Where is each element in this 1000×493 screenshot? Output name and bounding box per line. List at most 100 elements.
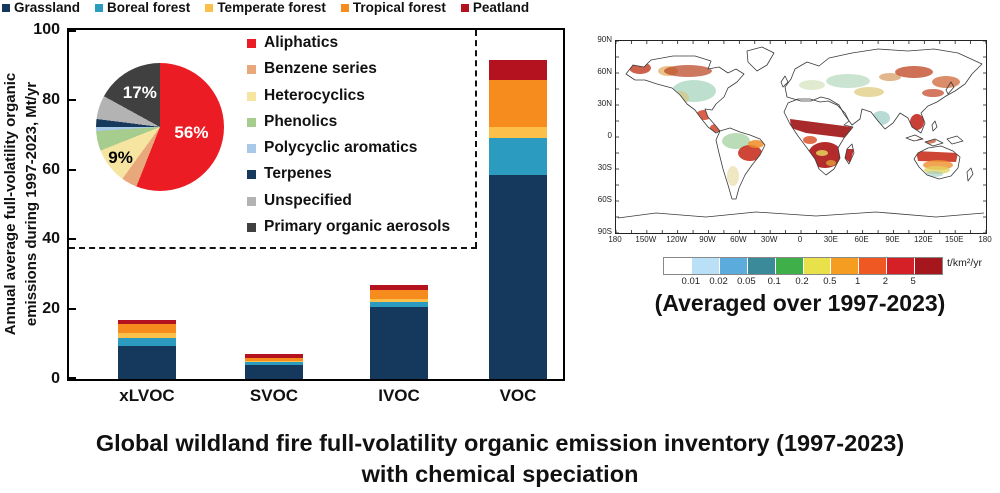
- world-map-svg: [616, 41, 986, 233]
- y-tick-mark-100: [69, 30, 76, 32]
- figure-title: Global wildland fire full-volatility org…: [0, 428, 1000, 490]
- bar-segment-voc-tropical-forest: [489, 79, 547, 127]
- bar-segment-voc-grassland: [489, 174, 547, 379]
- colorbar-tick-5: 5: [910, 276, 916, 287]
- pie-slice-label-aliphatics: 56%: [174, 122, 209, 142]
- map-lon-label-1: 150W: [635, 235, 657, 244]
- colorbar-tick-0-1: 0.1: [767, 276, 781, 287]
- bar-segment-ivoc-boreal-forest: [370, 301, 428, 308]
- colorbar-tick-0-5: 0.5: [823, 276, 837, 287]
- map-frame-ticks: [616, 41, 986, 233]
- pie-legend-item-unspecified: Unspecified: [247, 192, 450, 218]
- map-lat-label-90s: 90S: [597, 227, 612, 236]
- pie-legend-label-aliphatics: Aliphatics: [264, 34, 339, 51]
- pie-legend-item-phenolics: Phenolics: [247, 113, 450, 139]
- colorbar-tick-0-02: 0.02: [709, 276, 728, 287]
- legend-swatch-peatland: [460, 3, 469, 12]
- y-axis-title-line2: emissions during 1997-2023, Mt/yr: [23, 81, 40, 327]
- y-tick-label-40: 40: [42, 230, 60, 248]
- pie-legend-swatch-primary-organic-aerosols: [247, 223, 256, 233]
- legend-item-boreal-forest: Boreal forest: [95, 0, 190, 15]
- colorbar-tick-0-01: 0.01: [681, 276, 701, 287]
- colorbar-segment-9: [915, 258, 943, 274]
- legend-swatch-temperate-forest: [205, 3, 214, 12]
- colorbar-segment-3: [747, 258, 776, 274]
- bar-segment-ivoc-grassland: [370, 307, 428, 379]
- y-tick-label-60: 60: [42, 160, 60, 178]
- y-tick-mark-0: [69, 377, 76, 379]
- pie-legend-swatch-aliphatics: [247, 39, 256, 48]
- bar-segment-ivoc-temperate-forest: [370, 299, 428, 302]
- y-axis-title-line1: Annual average full-volatility organic: [2, 72, 19, 336]
- pie-legend-item-heterocyclics: Heterocyclics: [247, 87, 450, 113]
- colorbar-segment-7: [859, 258, 888, 274]
- pie-legend-item-benzene-series: Benzene series: [247, 60, 450, 86]
- legend-item-peatland: Peatland: [460, 0, 530, 15]
- coastlines: [617, 46, 985, 219]
- pie-legend-item-polycyclic-aromatics: Polycyclic aromatics: [247, 139, 450, 165]
- map-lat-label-60n: 60N: [597, 67, 612, 76]
- colorbar-segment-8: [887, 258, 916, 274]
- stacked-bar-svoc: [245, 353, 303, 379]
- speciation-pie-chart: [96, 63, 224, 191]
- colorbar-segment-4: [775, 258, 804, 274]
- bar-segment-xlvoc-grassland: [118, 345, 176, 379]
- map-lon-label-4: 60W: [730, 235, 747, 244]
- colorbar-tick-2: 2: [882, 276, 889, 287]
- bar-segment-xlvoc-tropical-forest: [118, 323, 176, 333]
- bar-segment-xlvoc-temperate-forest: [118, 332, 176, 338]
- bar-chart-legend: Grassland Boreal forest Temperate forest Tr…: [2, 0, 529, 15]
- colorbar-segment-1: [691, 258, 720, 274]
- x-category-label-ivoc: IVOC: [378, 386, 420, 405]
- map-lon-label-10: 120E: [913, 235, 933, 244]
- map-lon-label-11: 150E: [944, 235, 964, 244]
- colorbar-segment-5: [803, 258, 832, 274]
- pie-legend-swatch-polycyclic-aromatics: [247, 144, 256, 154]
- map-lon-label-3: 90W: [699, 235, 716, 244]
- world-map-panel: [615, 40, 987, 234]
- map-colorbar: [663, 257, 943, 275]
- legend-item-grassland: Grassland: [2, 0, 80, 15]
- y-tick-label-0: 0: [51, 370, 60, 387]
- legend-label-boreal-forest: Boreal forest: [107, 0, 191, 15]
- pie-legend-label-terpenes: Terpenes: [264, 165, 332, 183]
- map-lat-label-30s: 30S: [597, 163, 612, 172]
- x-category-label-svoc: SVOC: [249, 386, 299, 405]
- bar-segment-voc-boreal-forest: [489, 138, 547, 175]
- pie-legend-label-primary-organic-aerosols: Primary organic aerosols: [264, 218, 451, 236]
- y-tick-label-20: 20: [42, 300, 60, 318]
- y-tick-label-100: 100: [33, 21, 60, 38]
- bar-segment-ivoc-tropical-forest: [370, 289, 428, 300]
- map-lat-label-30n: 30N: [597, 99, 612, 108]
- colorbar-tick-0-2: 0.2: [795, 276, 809, 287]
- colorbar-unit-label: t/km²/yr: [947, 257, 982, 269]
- map-lon-label-7: 30E: [823, 235, 838, 244]
- legend-label-peatland: Peatland: [472, 0, 530, 15]
- bar-segment-voc-temperate-forest: [489, 126, 547, 139]
- bar-chart-plot-area: Aliphatics Benzene series Heterocyclics Phe…: [67, 28, 565, 381]
- pie-legend-item-aliphatics: Aliphatics: [247, 34, 450, 60]
- legend-swatch-tropical-forest: [340, 3, 349, 12]
- inset-dashed-border-right: [475, 30, 477, 248]
- bar-segment-svoc-peatland: [245, 353, 303, 359]
- pie-slice-label-primary-organic-aerosols: 17%: [122, 82, 157, 102]
- pie-legend-swatch-benzene-series: [247, 65, 256, 75]
- y-axis-title: Annual average full-volatility organic e…: [0, 4, 44, 404]
- pie-legend-swatch-terpenes: [247, 170, 256, 180]
- legend-label-temperate-forest: Temperate forest: [217, 0, 326, 15]
- stacked-bar-xlvoc: [118, 319, 176, 379]
- map-lon-label-5: 30W: [760, 235, 778, 244]
- map-caption: (Averaged over 1997-2023): [654, 290, 946, 316]
- map-lon-label-0: 180: [608, 235, 622, 244]
- x-category-label-voc: VOC: [499, 386, 537, 405]
- map-lat-label-60s: 60S: [597, 195, 612, 204]
- pie-legend-swatch-unspecified: [247, 196, 256, 206]
- colorbar-tick-1: 1: [854, 276, 861, 287]
- map-lon-label-2: 120W: [666, 235, 688, 244]
- y-tick-mark-20: [69, 308, 76, 311]
- bar-segment-svoc-tropical-forest: [245, 358, 303, 361]
- stacked-bar-ivoc: [370, 284, 428, 379]
- colorbar-tick-0-05: 0.05: [737, 276, 756, 287]
- map-lat-label-0: 0: [607, 131, 612, 140]
